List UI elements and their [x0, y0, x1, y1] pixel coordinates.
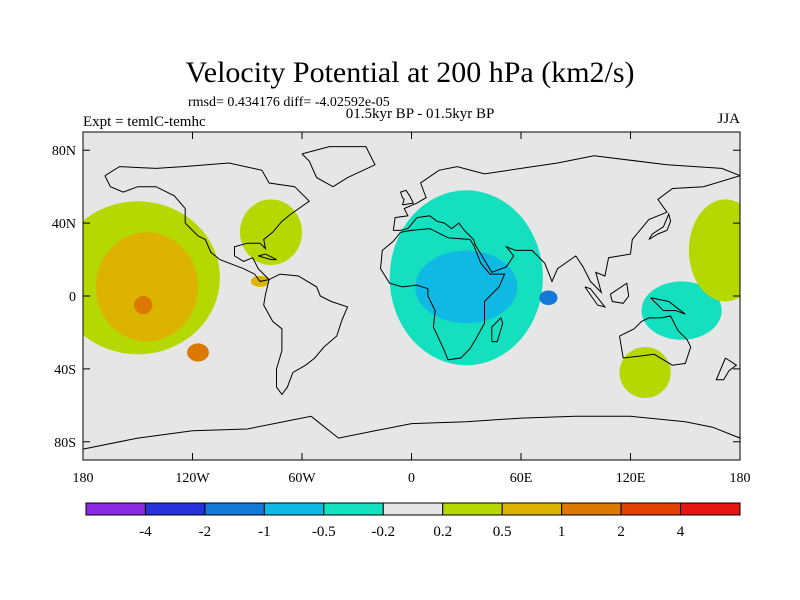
coastline-south-america — [263, 273, 349, 396]
colorbar-level-label: 1 — [558, 524, 566, 540]
x-tick-label: 180 — [730, 471, 751, 486]
contour-region-pacific-positive-core — [95, 232, 198, 342]
colorbar-swatch — [561, 502, 622, 516]
coastline-borneo — [609, 282, 630, 304]
coastline-greenland — [301, 146, 376, 188]
coastlines — [83, 146, 740, 450]
colorbar-level-label: -0.2 — [371, 524, 395, 540]
colorbar-level-label: -1 — [258, 524, 271, 540]
contour-region-australia-positive — [619, 347, 671, 398]
coastline-australia — [619, 315, 692, 366]
colorbar-swatch — [382, 502, 444, 516]
x-tick-label: 60E — [510, 471, 533, 486]
colorbar-swatch — [620, 502, 682, 516]
contour-region-east-pacific-positive — [688, 199, 740, 302]
colorbar-level-label: 0.2 — [433, 524, 452, 540]
axis-ticks: 180 120W 60W 0 60E 120E 180 80N 40N 0 40S 80S — [52, 132, 751, 486]
chart-title: Velocity Potential at 200 hPa (km2/s) — [185, 56, 634, 89]
x-tick-label: 120E — [616, 471, 646, 486]
colorbar-swatch — [263, 502, 325, 516]
y-tick-label: 40S — [54, 363, 76, 378]
colorbar-swatch — [144, 502, 206, 516]
period-label: 01.5kyr BP - 01.5kyr BP — [346, 106, 495, 122]
y-tick-label: 80N — [52, 144, 76, 159]
coastline-north-america — [104, 162, 311, 282]
colorbar-swatch — [85, 502, 146, 516]
colorbar-level-label: 2 — [617, 524, 625, 540]
contour-region-africa-negative-core — [415, 250, 518, 324]
contour-region-pacific-positive-peak-south — [187, 343, 209, 362]
map-panel: 180 120W 60W 0 60E 120E 180 80N 40N 0 40S 80S — [52, 131, 751, 486]
colorbar-level-label: 4 — [677, 524, 685, 540]
coastline-madagascar — [491, 316, 504, 343]
colorbar-level-label: -2 — [199, 524, 212, 540]
coastline-africa — [380, 228, 506, 361]
y-tick-label: 0 — [69, 290, 76, 305]
season-label: JJA — [717, 111, 740, 127]
colorbar: -4 -2 -1 -0.5 -0.2 0.2 0.5 1 2 4 — [85, 502, 741, 540]
x-tick-label: 120W — [175, 471, 210, 486]
coastline-cuba — [258, 253, 277, 261]
x-tick-label: 180 — [73, 471, 94, 486]
coastline-eurasia — [392, 155, 740, 295]
contour-region-pacific-positive-peak-north — [134, 296, 153, 315]
coastline-new-zealand — [715, 357, 738, 381]
x-tick-label: 60W — [288, 471, 316, 486]
contour-region-atlantic-north-positive — [240, 199, 302, 265]
colorbar-swatch — [680, 502, 741, 516]
colorbar-swatch — [442, 502, 503, 516]
contour-region-west-pacific-negative — [641, 281, 722, 340]
colorbar-level-label: -4 — [139, 524, 152, 540]
coastline-new-guinea — [650, 297, 686, 315]
y-tick-label: 40N — [52, 217, 76, 232]
colorbar-level-label: 0.5 — [493, 524, 512, 540]
contour-region-indian-ocean-min — [539, 290, 558, 306]
coastline-sumatra — [584, 286, 607, 308]
stats-label: rmsd= 0.434176 diff= -4.02592e-05 — [188, 95, 390, 110]
coastline-britain — [399, 189, 415, 206]
coastline-antarctica — [83, 415, 740, 450]
contour-regions — [83, 190, 740, 398]
experiment-label: Expt = temlC-temhc — [83, 114, 206, 130]
x-tick-label: 0 — [408, 471, 415, 486]
y-tick-label: 80S — [54, 436, 76, 451]
colorbar-swatch — [204, 502, 265, 516]
colorbar-level-label: -0.5 — [312, 524, 336, 540]
colorbar-swatch — [501, 502, 563, 516]
coastline-japan — [648, 212, 672, 240]
colorbar-swatch — [323, 502, 384, 516]
